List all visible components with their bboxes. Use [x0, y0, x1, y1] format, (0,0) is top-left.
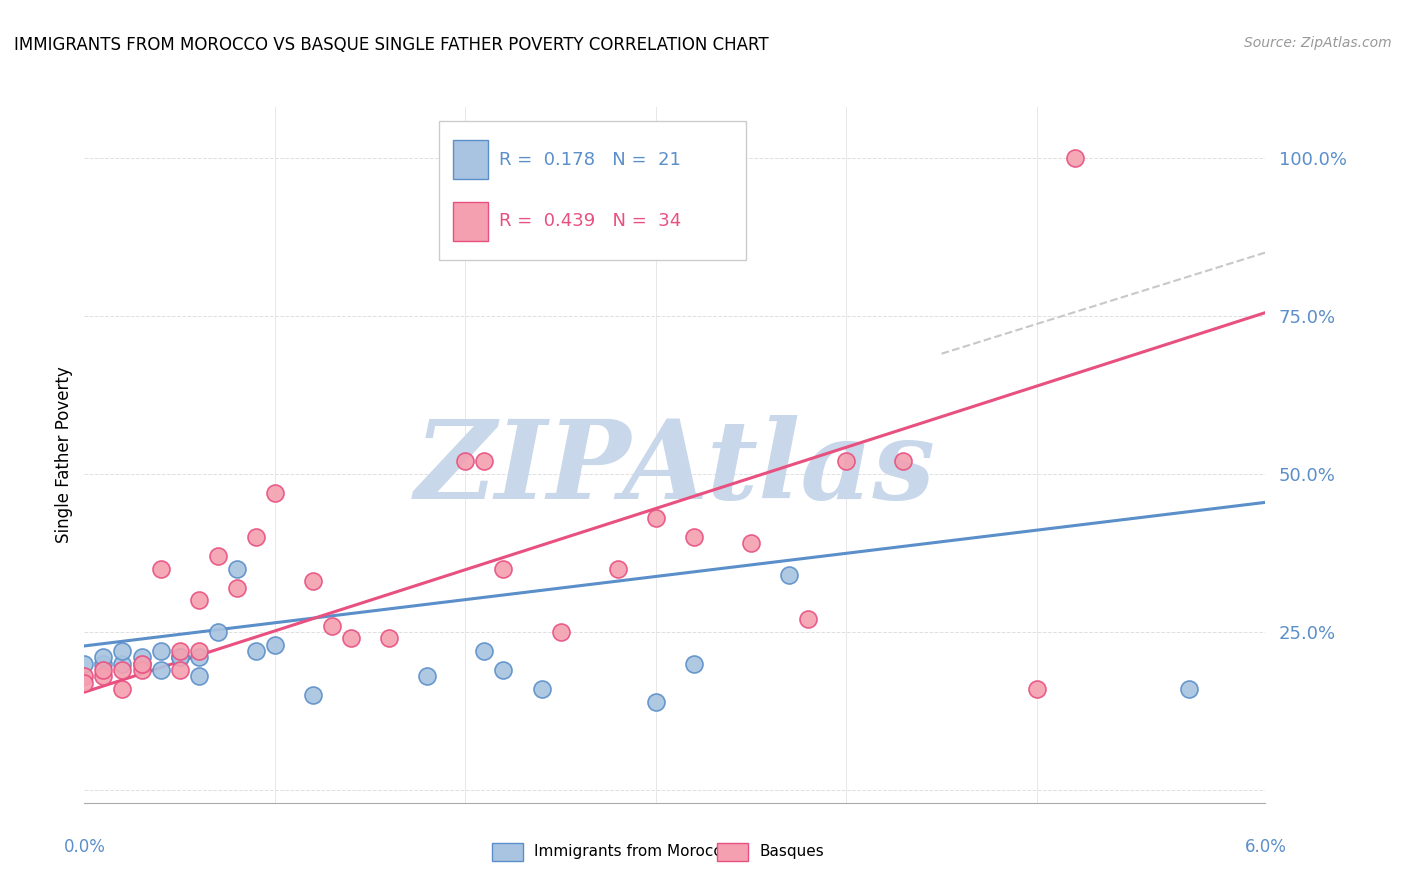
Point: [73, 675, 96, 690]
Point: [683, 530, 706, 544]
Point: [187, 593, 209, 607]
Point: [131, 663, 153, 677]
Point: [740, 536, 762, 550]
Point: [550, 625, 572, 640]
Point: [1064, 151, 1087, 165]
Point: [111, 663, 134, 677]
Point: [225, 581, 247, 595]
Point: [149, 562, 172, 576]
Text: 0.0%: 0.0%: [63, 838, 105, 856]
Point: [644, 695, 666, 709]
Text: ZIPAtlas: ZIPAtlas: [415, 415, 935, 523]
Point: [111, 644, 134, 658]
Point: [169, 650, 191, 665]
Point: [778, 568, 800, 582]
Point: [530, 681, 553, 696]
Point: [93, 650, 115, 665]
Point: [169, 663, 191, 677]
Point: [263, 486, 285, 500]
Point: [340, 632, 363, 646]
Point: [149, 663, 172, 677]
Point: [207, 549, 229, 563]
Point: [263, 638, 285, 652]
Point: [606, 562, 628, 576]
Text: R =  0.439   N =  34: R = 0.439 N = 34: [499, 212, 682, 230]
Text: IMMIGRANTS FROM MOROCCO VS BASQUE SINGLE FATHER POVERTY CORRELATION CHART: IMMIGRANTS FROM MOROCCO VS BASQUE SINGLE…: [14, 36, 769, 54]
Point: [474, 454, 496, 468]
Text: Immigrants from Morocco: Immigrants from Morocco: [534, 845, 731, 859]
Point: [225, 562, 247, 576]
Point: [321, 618, 343, 632]
Point: [187, 644, 209, 658]
Point: [492, 663, 515, 677]
Point: [73, 669, 96, 683]
Y-axis label: Single Father Poverty: Single Father Poverty: [55, 367, 73, 543]
Point: [492, 562, 515, 576]
Point: [93, 657, 115, 671]
Point: [245, 644, 267, 658]
Point: [454, 454, 477, 468]
Point: [93, 663, 115, 677]
Point: [111, 681, 134, 696]
Point: [835, 454, 858, 468]
Point: [169, 650, 191, 665]
Point: [683, 657, 706, 671]
Point: [1025, 681, 1047, 696]
Text: Basques: Basques: [759, 845, 824, 859]
Point: [111, 657, 134, 671]
Point: [893, 454, 915, 468]
Text: R =  0.178   N =  21: R = 0.178 N = 21: [499, 151, 681, 169]
Point: [149, 644, 172, 658]
Point: [1178, 681, 1201, 696]
Text: 6.0%: 6.0%: [1244, 838, 1286, 856]
Point: [131, 657, 153, 671]
Point: [416, 669, 439, 683]
Point: [131, 650, 153, 665]
Point: [169, 644, 191, 658]
Point: [512, 239, 534, 253]
Point: [245, 530, 267, 544]
Text: Source: ZipAtlas.com: Source: ZipAtlas.com: [1244, 36, 1392, 50]
Point: [302, 688, 325, 702]
Point: [302, 574, 325, 589]
Point: [378, 632, 401, 646]
Point: [93, 669, 115, 683]
Point: [207, 625, 229, 640]
Point: [73, 657, 96, 671]
Point: [131, 657, 153, 671]
Point: [187, 669, 209, 683]
Point: [187, 650, 209, 665]
Point: [644, 511, 666, 525]
Point: [474, 644, 496, 658]
Point: [797, 612, 820, 626]
